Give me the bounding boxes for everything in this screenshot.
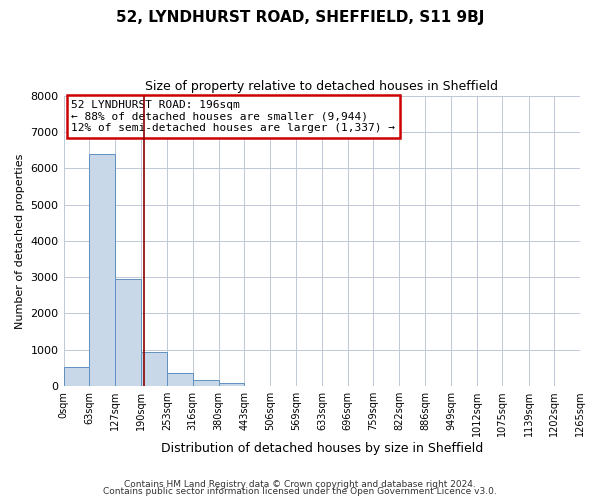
Bar: [218, 383, 244, 386]
Title: Size of property relative to detached houses in Sheffield: Size of property relative to detached ho…: [145, 80, 498, 93]
X-axis label: Distribution of detached houses by size in Sheffield: Distribution of detached houses by size …: [161, 442, 483, 455]
Bar: [141, 352, 167, 386]
Bar: [167, 372, 193, 386]
Text: 52 LYNDHURST ROAD: 196sqm
← 88% of detached houses are smaller (9,944)
12% of se: 52 LYNDHURST ROAD: 196sqm ← 88% of detac…: [71, 100, 395, 133]
Text: Contains HM Land Registry data © Crown copyright and database right 2024.: Contains HM Land Registry data © Crown c…: [124, 480, 476, 489]
Bar: [64, 367, 89, 386]
Bar: [115, 278, 141, 386]
Y-axis label: Number of detached properties: Number of detached properties: [15, 153, 25, 328]
Text: Contains public sector information licensed under the Open Government Licence v3: Contains public sector information licen…: [103, 487, 497, 496]
Bar: [89, 154, 115, 386]
Bar: [193, 380, 218, 386]
Text: 52, LYNDHURST ROAD, SHEFFIELD, S11 9BJ: 52, LYNDHURST ROAD, SHEFFIELD, S11 9BJ: [116, 10, 484, 25]
